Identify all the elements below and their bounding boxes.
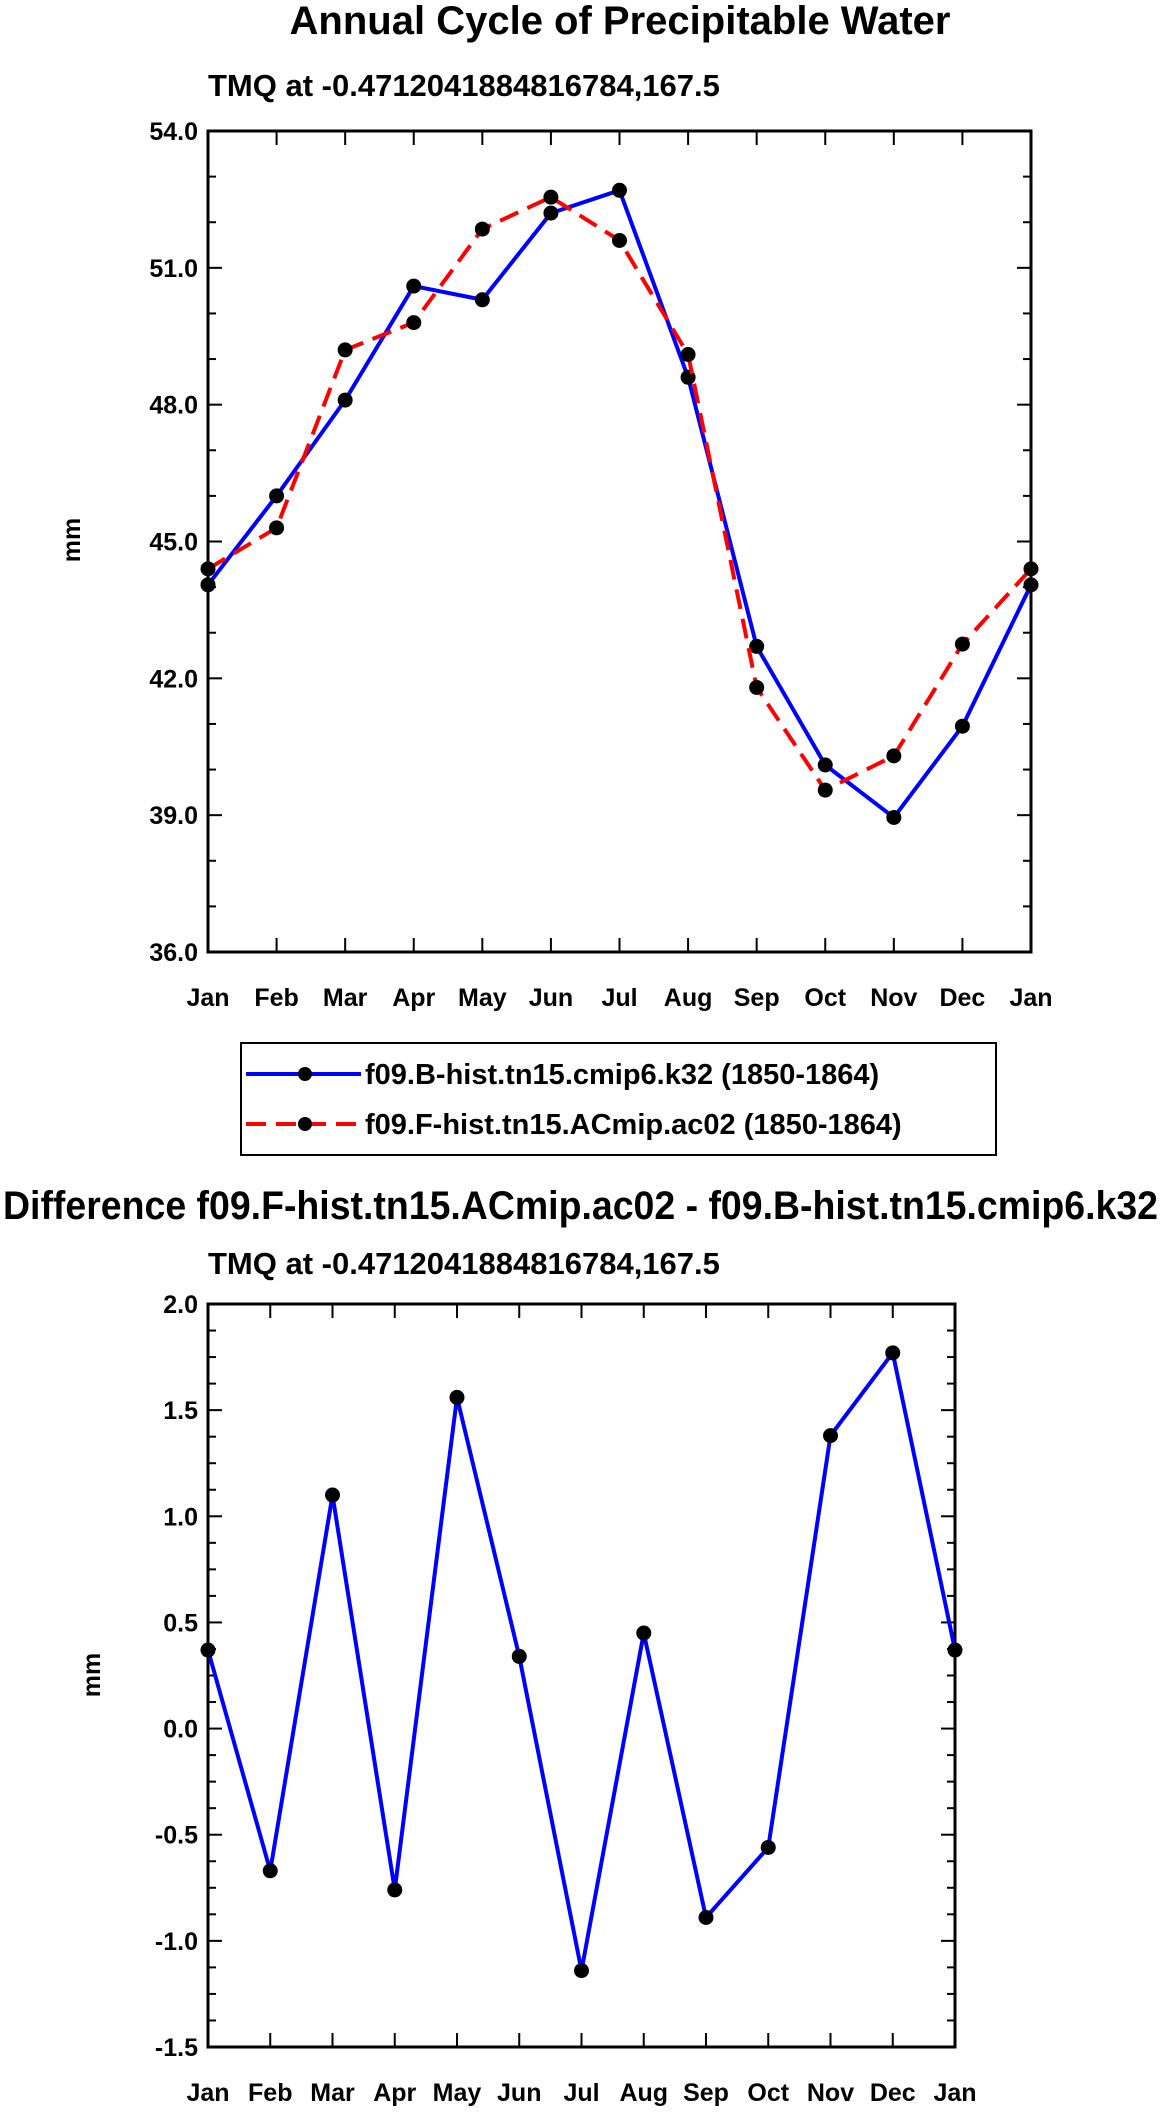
- y-tick-label: 1.0: [163, 1503, 198, 1531]
- data-point: [269, 520, 285, 536]
- chart2-title: Difference f09.F-hist.tn15.ACmip.ac02 - …: [3, 1184, 1158, 1228]
- x-tick-label: Nov: [807, 2079, 854, 2107]
- chart1-title: Annual Cycle of Precipitable Water: [290, 0, 951, 43]
- data-point: [760, 1839, 776, 1855]
- x-tick-label: Feb: [254, 984, 298, 1012]
- data-point: [543, 205, 559, 221]
- x-tick-label: Jul: [601, 984, 637, 1012]
- legend-label-series-1: f09.B-hist.tn15.cmip6.k32 (1850-1864): [365, 1059, 879, 1091]
- data-point: [698, 1910, 714, 1926]
- data-point: [200, 1642, 216, 1658]
- data-point: [200, 577, 216, 593]
- series-line-2: [206, 195, 1033, 793]
- data-point: [337, 392, 353, 408]
- y-tick-label: 36.0: [149, 939, 198, 967]
- x-tick-label: May: [433, 2079, 482, 2107]
- x-tick-label: Sep: [683, 2079, 729, 2107]
- x-tick-label: Oct: [804, 984, 846, 1012]
- data-point: [749, 679, 765, 695]
- y-tick-label: -1.5: [155, 2034, 198, 2062]
- data-point: [474, 292, 490, 308]
- y-tick-label: 0.0: [163, 1716, 198, 1744]
- legend-box: [240, 1042, 997, 1156]
- legend: f09.B-hist.tn15.cmip6.k32 (1850-1864) f0…: [240, 1042, 997, 1156]
- x-tick-label: Jul: [563, 2079, 599, 2107]
- x-tick-label: Mar: [310, 2079, 355, 2107]
- data-point: [954, 718, 970, 734]
- x-tick-label: Jan: [186, 2079, 229, 2107]
- y-tick-label: 45.0: [149, 529, 198, 557]
- data-point: [1023, 561, 1039, 577]
- data-point: [387, 1882, 403, 1898]
- data-point: [200, 561, 216, 577]
- data-point: [947, 1642, 963, 1658]
- data-point: [954, 636, 970, 652]
- data-point: [885, 1345, 901, 1361]
- y-tick-label: 51.0: [149, 255, 198, 283]
- y-tick-label: -0.5: [155, 1822, 198, 1850]
- data-point: [817, 757, 833, 773]
- data-point: [886, 748, 902, 764]
- chart2-y-axis-label: mm: [78, 1653, 106, 1697]
- x-tick-label: Dec: [939, 984, 985, 1012]
- x-tick-label: Jan: [1009, 984, 1052, 1012]
- data-point: [325, 1487, 340, 1503]
- data-point: [749, 638, 765, 654]
- y-tick-label: 2.0: [163, 1291, 198, 1319]
- plot-frame: [206, 1302, 957, 2049]
- chart1-y-axis-label: mm: [58, 518, 86, 562]
- data-point: [823, 1428, 838, 1444]
- data-point: [612, 232, 627, 248]
- data-point: [612, 182, 627, 198]
- y-tick-label: 42.0: [149, 665, 198, 693]
- x-tick-label: Dec: [870, 2079, 916, 2107]
- x-tick-label: Feb: [248, 2079, 292, 2107]
- legend-marker-series-2: [298, 1117, 312, 1131]
- series-line-1: [206, 1350, 957, 1973]
- data-point: [574, 1963, 589, 1979]
- legend-marker-series-1: [298, 1067, 312, 1081]
- chart2-subtitle: TMQ at -0.4712041884816784,167.5: [208, 1246, 720, 1281]
- y-tick-label: 0.5: [163, 1609, 198, 1637]
- x-tick-label: Jun: [497, 2079, 541, 2107]
- data-point: [511, 1648, 527, 1664]
- x-tick-label: Apr: [392, 984, 435, 1012]
- data-point: [449, 1389, 465, 1405]
- data-point: [406, 315, 422, 331]
- data-point: [337, 342, 353, 358]
- data-point: [262, 1863, 278, 1879]
- chart1-plot: 54.0 51.0 48.0 45.0 42.0 39.0 36.0 Jan Feb Mar Apr…: [149, 118, 1052, 1012]
- y-tick-label: 39.0: [149, 802, 198, 830]
- series-line-1: [206, 188, 1033, 820]
- data-point: [543, 189, 559, 205]
- y-tick-label: 54.0: [149, 118, 198, 146]
- y-tick-label: 1.5: [163, 1397, 198, 1425]
- x-tick-label: May: [458, 984, 507, 1012]
- x-tick-label: Mar: [323, 984, 368, 1012]
- chart2-plot: 2.0 1.5 1.0 0.5 0.0 -0.5 -1.0 -1.5 Jan Feb Mar Apr M…: [155, 1291, 977, 2107]
- x-tick-label: Jan: [933, 2079, 976, 2107]
- x-tick-label: Sep: [734, 984, 780, 1012]
- x-tick-label: Aug: [619, 2079, 668, 2107]
- data-point: [406, 278, 422, 294]
- data-point: [680, 346, 696, 362]
- data-point: [886, 809, 902, 825]
- chart1-subtitle: TMQ at -0.4712041884816784,167.5: [208, 68, 720, 103]
- y-tick-label: -1.0: [155, 1928, 198, 1956]
- data-point: [1023, 577, 1039, 593]
- x-tick-label: Aug: [664, 984, 713, 1012]
- x-tick-label: Nov: [870, 984, 917, 1012]
- x-tick-label: Oct: [747, 2079, 789, 2107]
- legend-label-series-2: f09.F-hist.tn15.ACmip.ac02 (1850-1864): [365, 1109, 902, 1141]
- data-point: [474, 221, 490, 237]
- data-point: [269, 488, 285, 504]
- y-tick-label: 48.0: [149, 392, 198, 420]
- x-tick-label: Jan: [186, 984, 229, 1012]
- plot-frame: [206, 129, 1033, 954]
- x-tick-label: Jun: [529, 984, 573, 1012]
- data-point: [636, 1625, 652, 1641]
- x-tick-label: Apr: [373, 2079, 416, 2107]
- data-point: [817, 782, 833, 798]
